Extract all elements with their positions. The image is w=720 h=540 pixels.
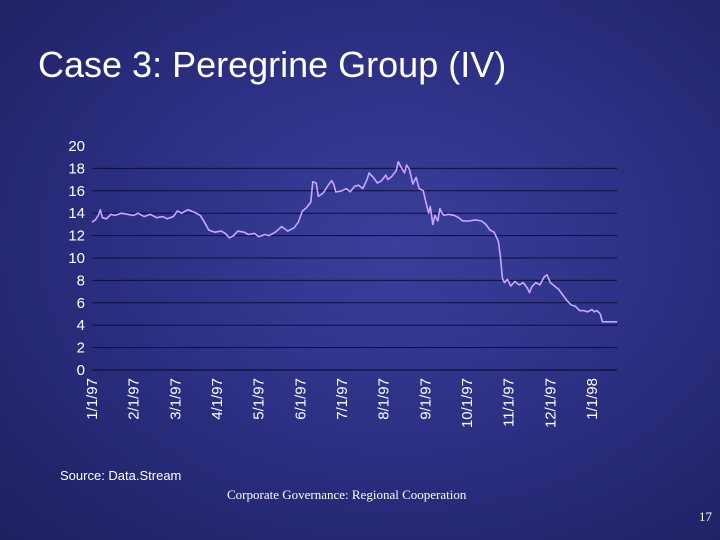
x-tick-label: 4/1/97 bbox=[209, 378, 226, 420]
y-tick-label: 12 bbox=[68, 228, 85, 245]
x-tick-label: 5/1/97 bbox=[251, 378, 268, 420]
x-tick-label: 3/1/97 bbox=[167, 378, 184, 420]
y-tick-label: 10 bbox=[68, 250, 85, 267]
grid-lines bbox=[92, 167, 617, 371]
y-tick-label: 2 bbox=[77, 340, 85, 357]
x-axis-ticks: 1/1/97 2/1/97 3/1/97 4/1/97 5/1/97 6/1/97 7/1/… bbox=[84, 378, 601, 428]
page-number: 17 bbox=[699, 509, 712, 524]
series-layer bbox=[91, 160, 617, 323]
x-tick-label: 1/1/98 bbox=[584, 378, 601, 420]
footer-text: Corporate Governance: Regional Cooperati… bbox=[227, 487, 467, 502]
y-tick-label: 6 bbox=[77, 295, 85, 312]
y-tick-label: 4 bbox=[77, 317, 85, 334]
y-tick-label: 18 bbox=[68, 160, 85, 177]
x-tick-label: 2/1/97 bbox=[126, 378, 143, 420]
y-tick-label: 20 bbox=[68, 138, 85, 155]
x-tick-label: 12/1/97 bbox=[542, 378, 559, 428]
y-tick-label: 16 bbox=[68, 183, 85, 200]
series-line-0 bbox=[91, 160, 617, 323]
y-axis-ticks: 0 2 4 6 8 10 12 14 16 18 20 bbox=[68, 138, 85, 379]
y-tick-label: 14 bbox=[68, 205, 85, 222]
source-note: Source: Data.Stream bbox=[60, 468, 182, 483]
x-tick-label: 6/1/97 bbox=[292, 378, 309, 420]
y-tick-label: 8 bbox=[77, 272, 85, 289]
x-tick-label: 9/1/97 bbox=[417, 378, 434, 420]
x-tick-label: 8/1/97 bbox=[376, 378, 393, 420]
x-tick-label: 10/1/97 bbox=[459, 378, 476, 428]
slide-title: Case 3: Peregrine Group (IV) bbox=[38, 44, 507, 85]
y-tick-label: 0 bbox=[77, 362, 85, 379]
x-tick-label: 1/1/97 bbox=[84, 378, 101, 420]
x-tick-label: 11/1/97 bbox=[501, 378, 518, 427]
x-tick-label: 7/1/97 bbox=[334, 378, 351, 420]
